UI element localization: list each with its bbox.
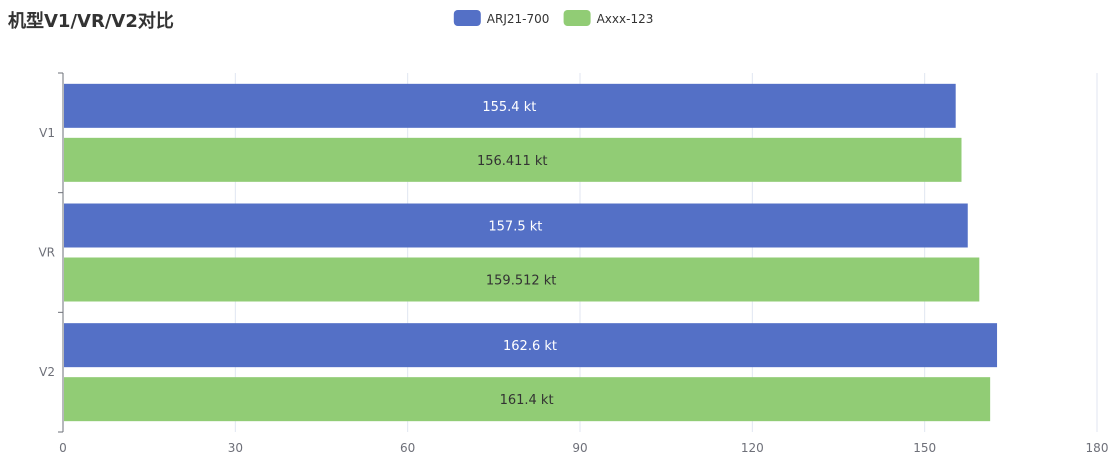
y-category-label: V2 bbox=[39, 365, 55, 379]
x-tick-label: 90 bbox=[572, 441, 587, 455]
x-tick-label: 120 bbox=[741, 441, 764, 455]
y-category-label: VR bbox=[38, 246, 55, 260]
x-tick-label: 180 bbox=[1086, 441, 1108, 455]
bars bbox=[64, 83, 998, 422]
legend-item[interactable]: ARJ21-700 bbox=[453, 10, 550, 26]
bar[interactable] bbox=[64, 257, 980, 302]
legend-item[interactable]: Axxx-123 bbox=[563, 10, 654, 26]
x-tick-label: 60 bbox=[400, 441, 415, 455]
x-tick-label: 30 bbox=[228, 441, 243, 455]
bar-value-label: 156.411 kt bbox=[477, 154, 548, 169]
data-labels: 155.4 kt 156.411 kt 157.5 kt 159.512 kt 162.… bbox=[477, 100, 557, 408]
legend-swatch bbox=[453, 10, 481, 26]
axes: 0 30 60 90 120 150 180 V1 VR V2 bbox=[38, 72, 1108, 455]
bar-value-label: 157.5 kt bbox=[488, 220, 542, 235]
bar[interactable] bbox=[64, 203, 968, 248]
bar[interactable] bbox=[64, 323, 998, 368]
legend-label: Axxx-123 bbox=[597, 12, 654, 26]
x-tick-label: 150 bbox=[913, 441, 936, 455]
bar-value-label: 162.6 kt bbox=[503, 339, 557, 354]
bar[interactable] bbox=[64, 377, 991, 422]
legend: ARJ21-700 Axxx-123 bbox=[453, 10, 654, 26]
chart-title: 机型V1/VR/V2对比 bbox=[8, 10, 174, 32]
bar[interactable] bbox=[64, 137, 962, 182]
legend-label: ARJ21-700 bbox=[487, 12, 550, 26]
bar-value-label: 159.512 kt bbox=[486, 274, 557, 289]
bar-value-label: 155.4 kt bbox=[482, 100, 536, 115]
grid-lines bbox=[234, 73, 1098, 432]
bar[interactable] bbox=[64, 83, 956, 128]
bar-value-label: 161.4 kt bbox=[500, 393, 554, 408]
legend-swatch bbox=[563, 10, 591, 26]
x-tick-label: 0 bbox=[59, 441, 67, 455]
y-category-label: V1 bbox=[39, 126, 55, 140]
